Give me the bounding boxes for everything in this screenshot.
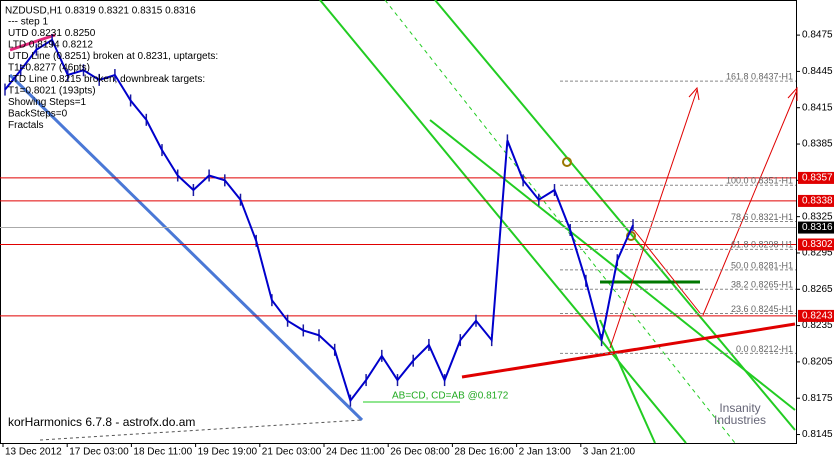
info-line: UTD Line (0.8251) broken at 0.8231, upta… (8, 51, 218, 62)
arrow (609, 89, 698, 349)
labels: 0.81450.81750.82050.82350.82650.82950.83… (5, 6, 834, 458)
x-tick-label: 18 Dec 11:00 (133, 447, 192, 458)
y-tick-label: 0.8175 (802, 393, 833, 404)
pattern-line (9, 33, 56, 52)
fib-label: 50.0 0.8281-H1 (731, 260, 793, 270)
level-tag (798, 238, 834, 251)
trend-line (461, 322, 796, 379)
fib-label: 161.8 0.8437-H1 (726, 71, 793, 81)
y-tick-label: 0.8145 (802, 429, 833, 440)
x-tick-label: 17 Dec 03:00 (69, 447, 129, 458)
fib-label: 23.6 0.8245-H1 (731, 304, 793, 314)
level-label: 0.8338 (802, 196, 833, 207)
info-line: BackSteps=0 (8, 109, 68, 120)
arrow-head (787, 86, 798, 101)
plot-frame (0, 0, 797, 444)
level-label: 0.8243 (802, 311, 833, 322)
y-tick-label: 0.8415 (802, 102, 833, 113)
info-line: Fractals (8, 120, 44, 131)
price-tag (798, 221, 834, 234)
pattern-label: AB=CD, CD=AB @0.8172 (392, 391, 509, 402)
fib-label: 61.8 0.8298-H1 (731, 240, 793, 250)
arrows (609, 86, 798, 349)
price-label: 0.8316 (802, 222, 833, 233)
fractal-marker (562, 157, 572, 167)
info-line: T1=0.8277 (46pts) (8, 63, 90, 74)
x-tick-label: 24 Dec 11:00 (326, 447, 385, 458)
x-tick-label: 3 Jan 21:00 (583, 447, 636, 458)
marks (0, 33, 800, 447)
y-tick-label: 0.8445 (802, 66, 833, 77)
footer: korHarmonics 6.7.8 - astrofx.do.am (8, 415, 195, 429)
arrow (702, 89, 798, 316)
level-tag (798, 309, 834, 322)
trend-line (8, 73, 364, 422)
y-tick-label: 0.8265 (802, 284, 833, 295)
channel-line (319, 0, 687, 444)
fib-label: 100.0 0.8351-H1 (726, 176, 793, 186)
x-tick-label: 2 Jan 13:00 (519, 447, 572, 458)
y-tick-label: 0.8385 (802, 139, 833, 150)
level-tag (798, 171, 834, 184)
watermark: Insanity (719, 401, 760, 415)
info-line: --- step 1 (8, 17, 48, 28)
channel-line (599, 319, 656, 444)
y-tick-label: 0.8295 (802, 248, 833, 259)
fib-label: 38.2 0.8265-H1 (731, 280, 793, 290)
info-line: LTD Line 0.8215 broken, downbreak target… (8, 74, 205, 85)
x-tick-label: 19 Dec 19:00 (198, 447, 258, 458)
level-label: 0.8302 (802, 239, 833, 250)
price-line (4, 38, 634, 403)
level-tag (798, 194, 834, 207)
info-line: UTD 0.8231 0.8250 (8, 28, 96, 39)
x-tick-label: 13 Dec 2012 (5, 447, 62, 458)
y-tick-label: 0.8475 (802, 30, 833, 41)
channel-line (429, 119, 796, 411)
x-tick-label: 21 Dec 03:00 (262, 447, 322, 458)
info-line: Showing Steps=1 (8, 97, 87, 108)
fib-label: 78.6 0.8321-H1 (731, 212, 793, 222)
x-tick-label: 26 Dec 08:00 (390, 447, 450, 458)
channel-line (434, 0, 796, 431)
info-line: LTD 0.8194 0.8212 (8, 40, 93, 51)
chart-title: NZDUSD,H1 0.8319 0.8321 0.8315 0.8316 (5, 6, 196, 17)
x-tick-label: 28 Dec 16:00 (454, 447, 514, 458)
watermark: Industries (714, 413, 766, 427)
arrow-head (688, 86, 700, 101)
info-line: T1=0.8021 (193pts) (8, 86, 96, 97)
drawings (8, 0, 798, 444)
fib-label: 0.0 0.8212-H1 (736, 344, 793, 354)
y-tick-label: 0.8205 (802, 357, 833, 368)
level-label: 0.8357 (802, 173, 833, 184)
y-tick-label: 0.8235 (802, 320, 833, 331)
y-tick-label: 0.8325 (802, 211, 833, 222)
